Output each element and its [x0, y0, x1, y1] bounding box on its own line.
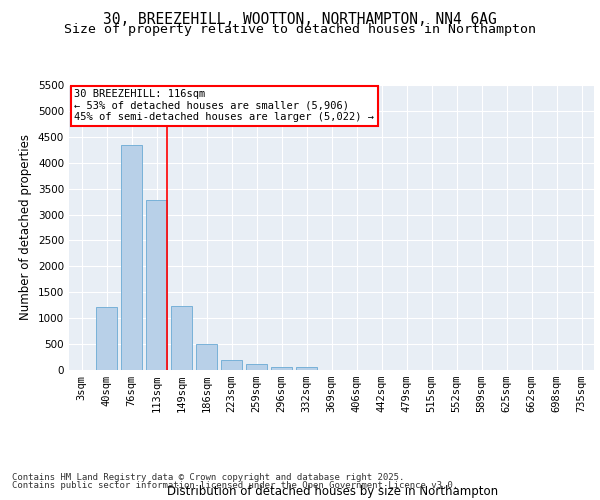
Bar	[221, 360, 242, 370]
Text: Distribution of detached houses by size in Northampton: Distribution of detached houses by size …	[167, 484, 499, 498]
Y-axis label: Number of detached properties: Number of detached properties	[19, 134, 32, 320]
Text: Size of property relative to detached houses in Northampton: Size of property relative to detached ho…	[64, 24, 536, 36]
Bar	[246, 364, 267, 370]
Bar	[296, 368, 317, 370]
Bar	[196, 344, 217, 370]
Bar	[171, 306, 192, 370]
Bar	[96, 307, 117, 370]
Text: 30 BREEZEHILL: 116sqm
← 53% of detached houses are smaller (5,906)
45% of semi-d: 30 BREEZEHILL: 116sqm ← 53% of detached …	[74, 90, 374, 122]
Text: Contains HM Land Registry data © Crown copyright and database right 2025.: Contains HM Land Registry data © Crown c…	[12, 472, 404, 482]
Bar	[146, 200, 167, 370]
Bar	[271, 366, 292, 370]
Text: Contains public sector information licensed under the Open Government Licence v3: Contains public sector information licen…	[12, 481, 458, 490]
Text: 30, BREEZEHILL, WOOTTON, NORTHAMPTON, NN4 6AG: 30, BREEZEHILL, WOOTTON, NORTHAMPTON, NN…	[103, 12, 497, 28]
Bar	[121, 145, 142, 370]
